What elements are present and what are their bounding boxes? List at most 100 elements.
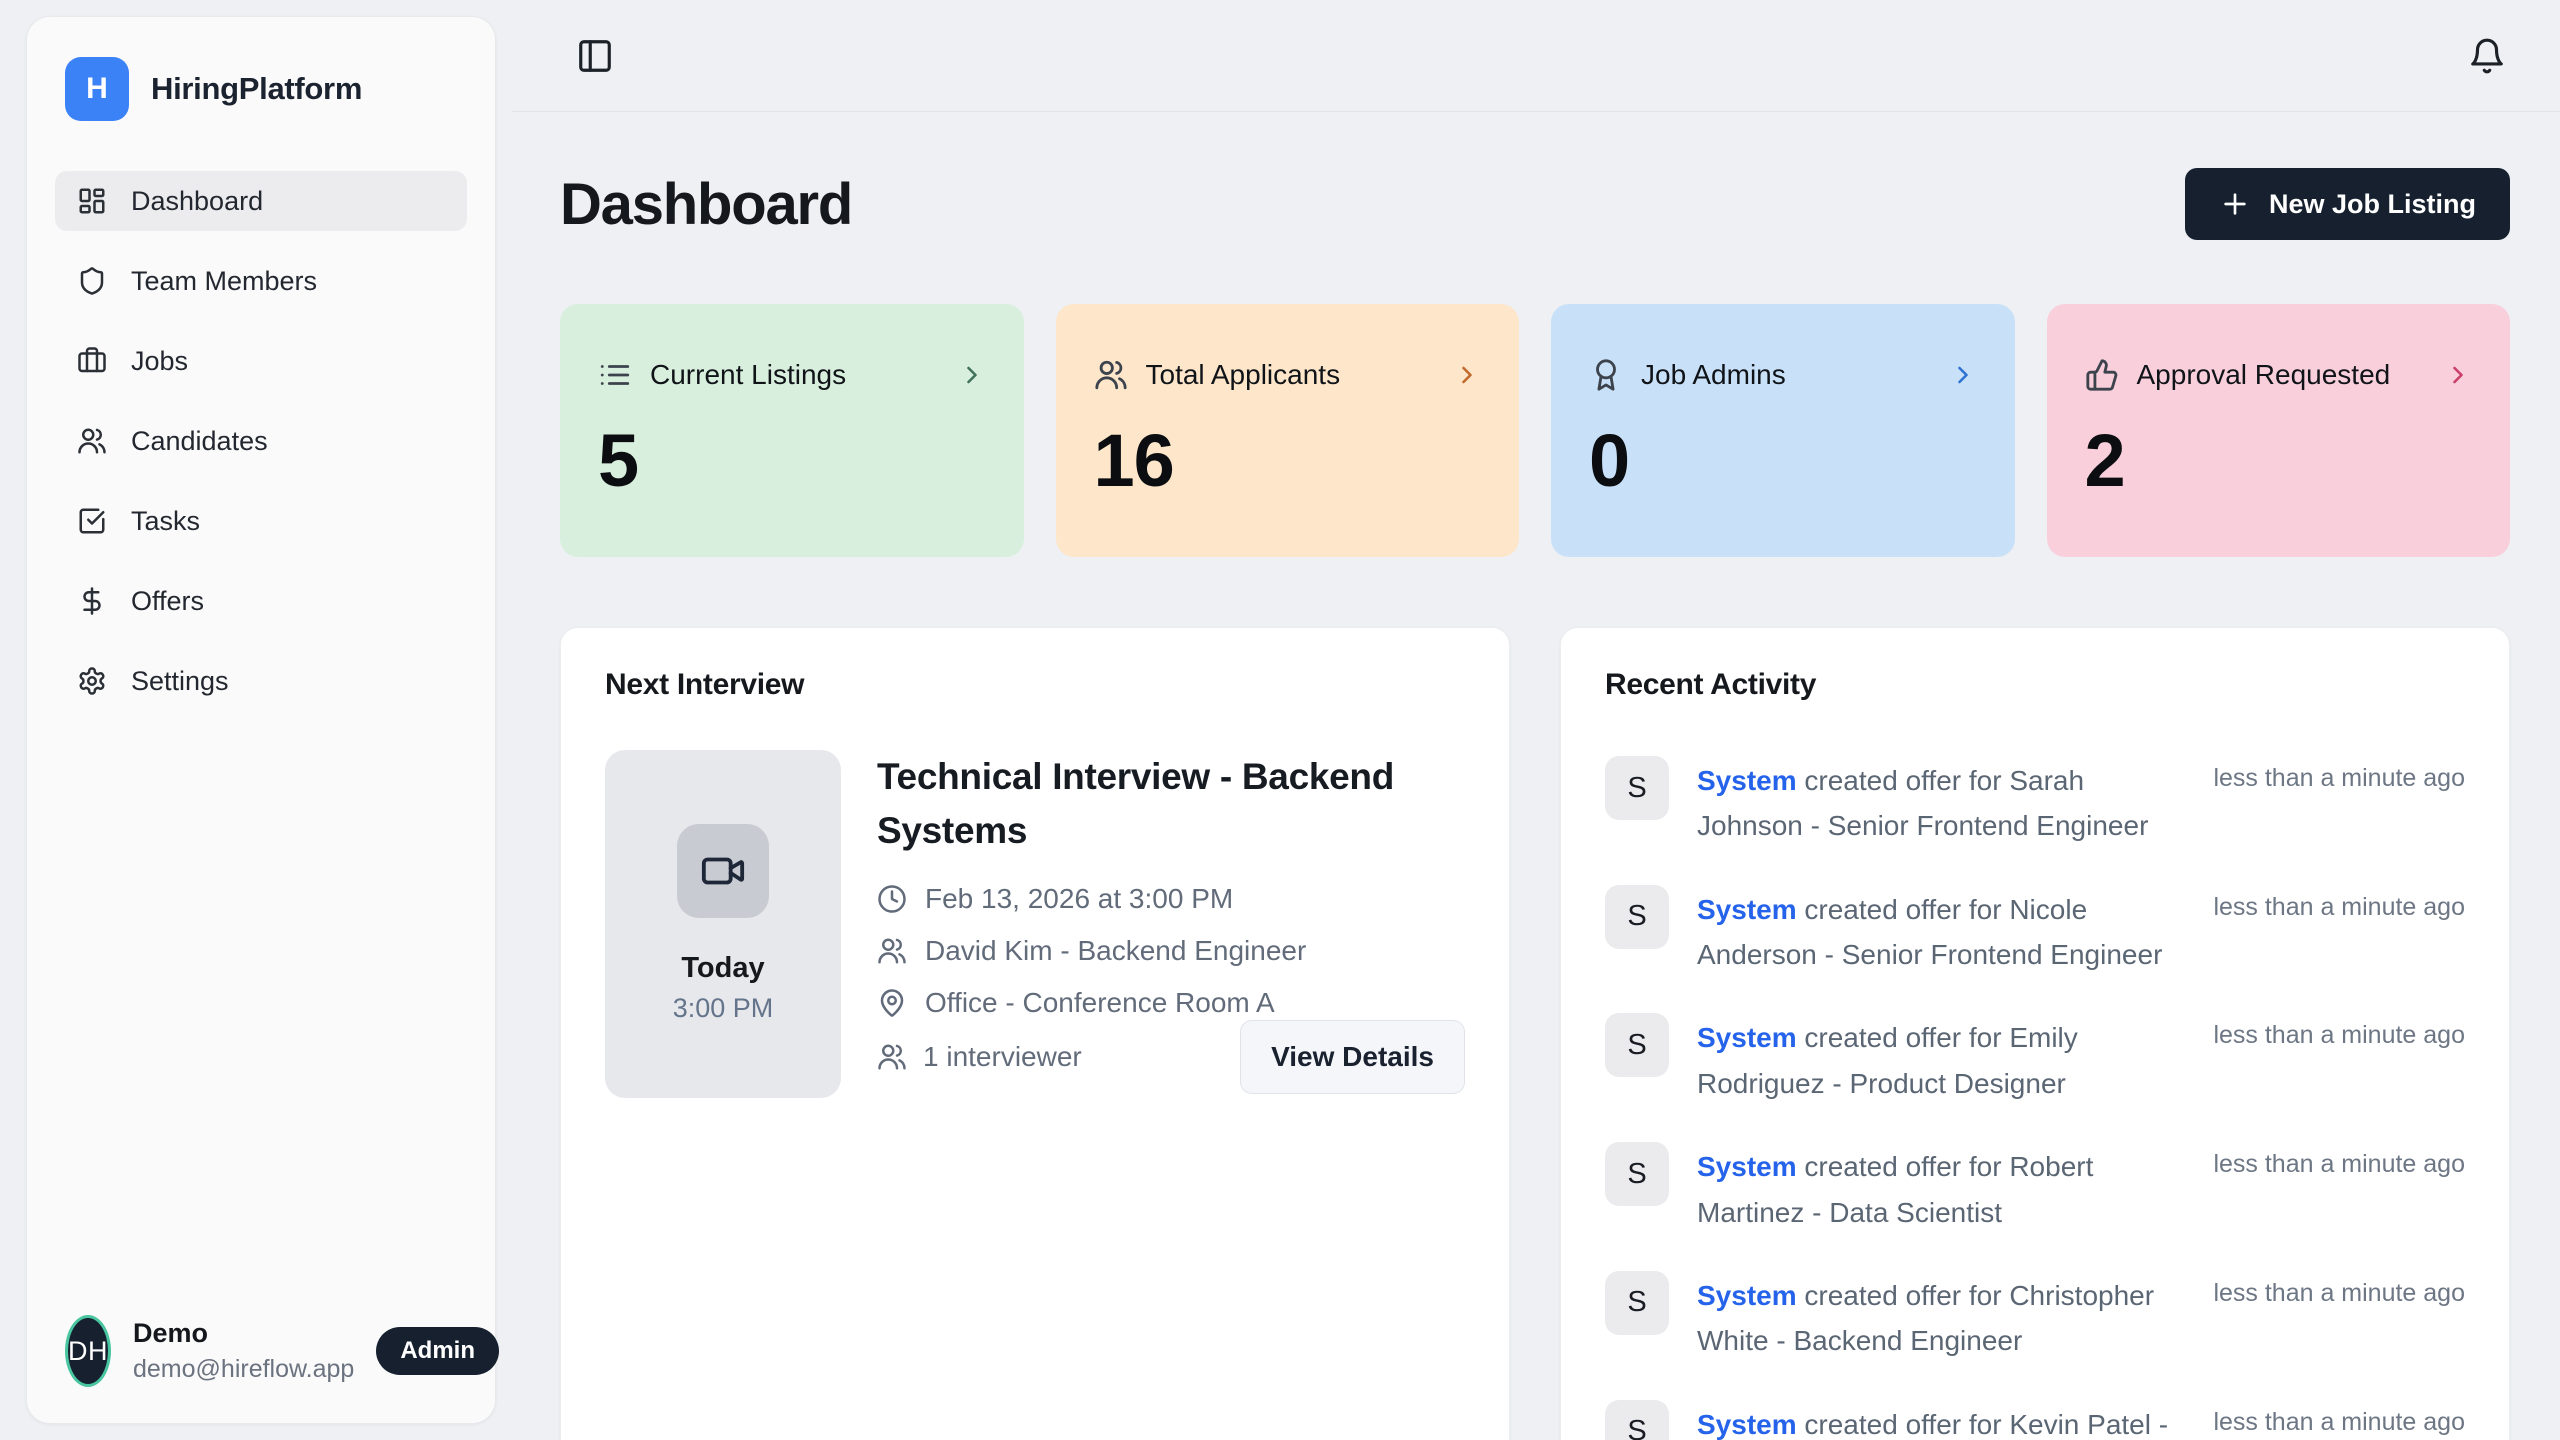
next-interview-heading: Next Interview (605, 668, 805, 701)
interviewer-count-label: 1 interviewer (923, 1041, 1082, 1072)
activity-timestamp: less than a minute ago (2213, 892, 2465, 921)
stat-card-header: Total Applicants (1094, 358, 1482, 392)
new-job-listing-button[interactable]: New Job Listing (2184, 168, 2510, 240)
chevron-right-icon (1949, 361, 1977, 389)
activity-timestamp: less than a minute ago (2213, 1150, 2465, 1179)
view-details-button[interactable]: View Details (1240, 1020, 1465, 1094)
activity-text: System created offer for Sarah Johnson -… (1697, 756, 2185, 849)
sidebar-item-settings[interactable]: Settings (55, 651, 467, 711)
chevron-right-icon (958, 361, 986, 389)
sidebar-toggle-button[interactable] (576, 37, 614, 75)
gear-icon (77, 666, 107, 696)
stat-label: Approval Requested (2136, 359, 2391, 390)
activity-text: System created offer for Kevin Patel - D… (1697, 1400, 2185, 1440)
sidebar-user-menu[interactable]: DH Demo demo@hireflow.app Admin (55, 1307, 500, 1395)
users-icon (877, 1042, 907, 1072)
sidebar-item-candidates[interactable]: Candidates (55, 411, 467, 471)
topbar (512, 0, 2560, 112)
interview-footer: 1 interviewer View Details (877, 1020, 1465, 1098)
sidebar-item-tasks[interactable]: Tasks (55, 491, 467, 551)
stat-card-header: Approval Requested (2085, 358, 2473, 392)
activity-item: S System created offer for Sarah Johnson… (1605, 756, 2465, 849)
interview-datetime-row: Feb 13, 2026 at 3:00 PM (877, 883, 1465, 915)
page-title: Dashboard (560, 171, 853, 237)
activity-avatar: S (1605, 1270, 1669, 1335)
activity-item: S System created offer for Nicole Anders… (1605, 884, 2465, 978)
interview-datetime: Feb 13, 2026 at 3:00 PM (925, 883, 1234, 915)
activity-actor-link[interactable]: System (1697, 1408, 1797, 1440)
sidebar-item-label: Candidates (131, 425, 268, 456)
app-name: HiringPlatform (151, 71, 363, 106)
interview-time-tile: Today 3:00 PM (605, 750, 841, 1098)
recent-activity-heading: Recent Activity (1605, 668, 1817, 701)
dashboard-icon (77, 186, 107, 216)
stat-card-header: Current Listings (598, 358, 986, 392)
page-header: Dashboard New Job Listing (560, 168, 2510, 240)
activity-avatar: S (1605, 1013, 1669, 1078)
sidebar-item-label: Offers (131, 585, 205, 616)
sidebar-item-label: Settings (131, 665, 229, 696)
activity-text: System created offer for Emily Rodriguez… (1697, 1013, 2185, 1106)
sidebar-item-jobs[interactable]: Jobs (55, 331, 467, 391)
interview-details: Technical Interview - Backend Systems Fe… (877, 750, 1465, 1098)
video-camera-icon (677, 824, 769, 918)
activity-item: S System created offer for Christopher W… (1605, 1270, 2465, 1364)
sidebar-item-dashboard[interactable]: Dashboard (55, 171, 467, 231)
plus-icon (2219, 188, 2251, 220)
activity-text: System created offer for Nicole Anderson… (1697, 885, 2185, 978)
activity-list: S System created offer for Sarah Johnson… (1605, 756, 2465, 1440)
activity-item: S System created offer for Kevin Patel -… (1605, 1399, 2465, 1440)
role-badge: Admin (376, 1327, 500, 1375)
brand: H HiringPlatform (55, 57, 467, 121)
stat-value: 16 (1093, 419, 1175, 502)
user-meta: Demo demo@hireflow.app (133, 1318, 354, 1384)
activity-actor-link[interactable]: System (1697, 1022, 1797, 1054)
activity-avatar: S (1605, 884, 1669, 949)
panels: Next Interview Today 3:00 PM Technical I… (560, 627, 2510, 1440)
interview-day: Today (681, 952, 765, 984)
stat-card-job-admins[interactable]: Job Admins 0 (1551, 304, 2015, 557)
stat-label: Total Applicants (1145, 359, 1341, 390)
activity-item: S System created offer for Robert Martin… (1605, 1142, 2465, 1235)
briefcase-icon (77, 346, 107, 376)
interview-meta: Feb 13, 2026 at 3:00 PM David Kim - Back… (877, 883, 1465, 1019)
list-icon (598, 358, 632, 392)
activity-description: created offer for Emily Rodriguez - Prod… (1697, 1022, 2078, 1099)
activity-actor-link[interactable]: System (1697, 1151, 1797, 1183)
activity-text: System created offer for Robert Martinez… (1697, 1142, 2185, 1235)
chevron-right-icon (2444, 361, 2472, 389)
activity-item: S System created offer for Emily Rodrigu… (1605, 1013, 2465, 1106)
main-area: Dashboard New Job Listing Current Listin… (512, 0, 2560, 1440)
clock-icon (877, 884, 907, 914)
sidebar-nav: Dashboard Team Members Jobs Candidates T… (55, 171, 467, 711)
new-job-listing-label: New Job Listing (2268, 188, 2476, 219)
stat-card-current-listings[interactable]: Current Listings 5 (560, 304, 1024, 557)
avatar: DH (65, 1315, 111, 1387)
stat-value: 5 (598, 419, 639, 502)
activity-actor-link[interactable]: System (1697, 1279, 1797, 1311)
award-icon (1589, 358, 1623, 392)
stat-cards: Current Listings 5 Total Applicants (560, 304, 2510, 557)
user-email: demo@hireflow.app (133, 1355, 355, 1383)
activity-avatar: S (1605, 756, 1669, 820)
sidebar-item-label: Dashboard (131, 185, 264, 216)
interview-card: Today 3:00 PM Technical Interview - Back… (605, 750, 1465, 1098)
activity-actor-link[interactable]: System (1697, 893, 1797, 925)
sidebar-item-team-members[interactable]: Team Members (55, 251, 467, 311)
notifications-button[interactable] (2468, 37, 2506, 75)
activity-timestamp: less than a minute ago (2213, 764, 2465, 792)
activity-text: System created offer for Christopher Whi… (1697, 1271, 2185, 1364)
stat-value: 0 (1589, 419, 1630, 502)
activity-timestamp: less than a minute ago (2213, 1021, 2465, 1050)
activity-description: created offer for Nicole Anderson - Seni… (1697, 893, 2163, 971)
activity-actor-link[interactable]: System (1697, 765, 1797, 796)
stat-card-approval-requested[interactable]: Approval Requested 2 (2046, 304, 2510, 557)
shield-icon (77, 266, 107, 296)
interview-candidate: David Kim - Backend Engineer (925, 935, 1307, 967)
stat-card-total-applicants[interactable]: Total Applicants 16 (1055, 304, 1519, 557)
sidebar-item-offers[interactable]: Offers (55, 571, 467, 631)
activity-description: created offer for Sarah Johnson - Senior… (1697, 765, 2149, 842)
user-name: Demo (133, 1318, 209, 1348)
users-icon (77, 426, 107, 456)
interview-location-row: Office - Conference Room A (877, 987, 1465, 1019)
